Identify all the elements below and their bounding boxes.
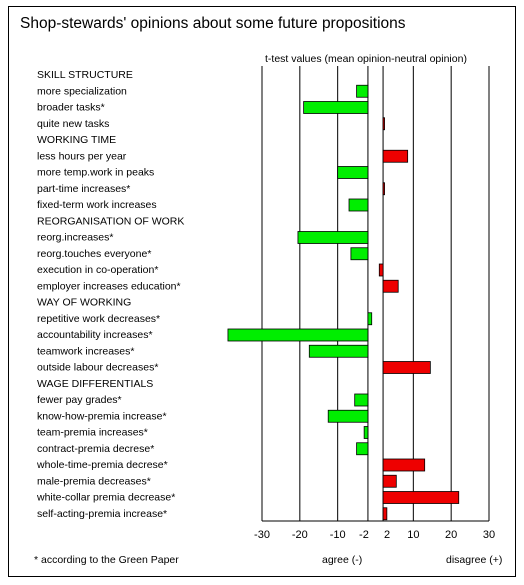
bar (356, 84, 369, 98)
section-heading: SKILL STRUCTURE (37, 69, 133, 81)
bar (382, 474, 397, 488)
x-tick-label: -30 (254, 529, 270, 541)
bar (350, 247, 369, 261)
x-label-disagree: disagree (+) (446, 554, 502, 566)
x-tick-label: 10 (407, 529, 419, 541)
chart-title: Shop-stewards' opinions about some futur… (20, 15, 406, 32)
row-label: white-collar premia decrease* (36, 492, 175, 504)
bar (348, 198, 369, 212)
bar (337, 166, 369, 179)
x-tick-label: 20 (445, 529, 457, 541)
x-tick-label: -10 (330, 529, 346, 541)
bar (363, 426, 369, 439)
row-label: employer increases education* (37, 280, 181, 292)
row-label: reorg.touches everyone* (37, 248, 151, 260)
bar (382, 507, 388, 521)
plot-area: -30 -20 -10 -2 2 10 20 30 SKILL STRUCTURE more sp… (36, 66, 495, 541)
row-label: fewer pay grades* (37, 394, 122, 406)
bar (327, 409, 369, 423)
row-label: fixed-term work increases (37, 199, 157, 211)
section-heading: WAY OF WORKING (37, 297, 131, 309)
row-label: teamwork increases* (37, 345, 134, 357)
row-label: contract-premia decrese* (37, 443, 154, 455)
x-label-agree: agree (-) (322, 554, 362, 566)
row-label: broader tasks* (37, 102, 105, 114)
bar (356, 442, 369, 456)
bar (378, 263, 384, 277)
section-heading: WORKING TIME (37, 134, 116, 146)
row-label: more specialization (37, 85, 127, 97)
bar (382, 361, 431, 374)
row-label: more temp.work in peaks (37, 167, 154, 179)
footnote: * according to the Green Paper (34, 554, 179, 566)
row-label: outside labour decreases* (37, 362, 158, 374)
row-label: know-how-premia increase* (37, 410, 167, 422)
bar (382, 279, 399, 293)
section-heading: REORGANISATION OF WORK (37, 215, 184, 227)
row-label: self-acting-premia increase* (37, 508, 167, 520)
bar (382, 182, 385, 196)
x-tick-label: -2 (359, 529, 369, 541)
bar (367, 312, 373, 326)
x-tick-label: 30 (483, 529, 495, 541)
bar (382, 458, 426, 472)
row-label: team-premia increases* (37, 427, 148, 439)
row-label: less hours per year (37, 150, 127, 162)
bar (227, 328, 369, 342)
row-label: accountability increases* (37, 329, 153, 341)
x-tick-label: 2 (384, 529, 390, 541)
chart-subtitle: t-test values (mean opinion-neutral opin… (265, 53, 467, 65)
row-label: male-premia decreases* (37, 475, 151, 487)
bar (354, 393, 369, 407)
bar (382, 491, 460, 504)
bar (382, 149, 409, 163)
row-label: whole-time-premia decrese* (36, 459, 168, 471)
row-label: repetitive work decreases* (37, 313, 160, 325)
row-label: part-time increases* (37, 183, 130, 195)
section-heading: WAGE DIFFERENTIALS (37, 378, 153, 390)
row-label: execution in co-operation* (37, 264, 158, 276)
bar (382, 117, 385, 131)
chart-frame (8, 6, 516, 577)
x-tick-label: -20 (292, 529, 308, 541)
row-label: reorg.increases* (37, 232, 113, 244)
bar (297, 231, 369, 244)
row-label: quite new tasks (37, 118, 109, 130)
bar (303, 101, 369, 114)
bar (308, 344, 369, 358)
